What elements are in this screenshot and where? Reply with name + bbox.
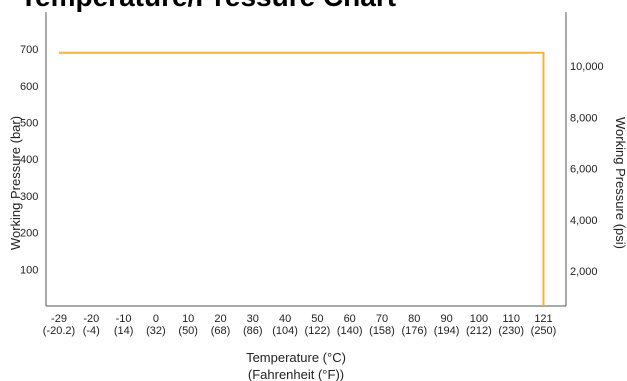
x-tick-label-fahrenheit: (104) — [272, 325, 298, 337]
x-axis-label-fahrenheit: (Fahrenheit (°F)) — [248, 367, 344, 381]
x-axis-label: Temperature (°C) — [246, 350, 346, 365]
series-group — [59, 51, 545, 306]
x-tick-label-fahrenheit: (140) — [337, 325, 363, 337]
x-tick-label-celsius: 30 — [247, 313, 259, 325]
x-tick-label-celsius: 110 — [502, 313, 520, 325]
y-ticks-bar: 100 200 300 400 500 600 700 — [20, 44, 38, 276]
x-tick-label-celsius: 60 — [344, 313, 356, 325]
x-tick-label-fahrenheit: (230) — [498, 325, 524, 337]
chart-title: Temperature/Pressure Chart — [20, 0, 396, 12]
y-tick-label-psi: 6,000 — [570, 164, 598, 176]
x-tick-label-fahrenheit: (68) — [211, 325, 231, 337]
y-tick-label-bar: 300 — [20, 191, 38, 203]
y-tick-label-bar: 700 — [20, 44, 38, 56]
y-tick-label-psi: 2,000 — [570, 266, 598, 278]
x-tick-label-fahrenheit: (-4) — [83, 325, 100, 337]
x-tick-label-celsius: -29 — [51, 313, 67, 325]
x-tick-label-celsius: 50 — [311, 313, 323, 325]
y-tick-label-bar: 600 — [20, 81, 38, 93]
y-axis-label-bar: Working Pressure (bar) — [8, 116, 23, 250]
x-tick-label-celsius: 80 — [408, 313, 420, 325]
x-tick-label-fahrenheit: (158) — [369, 325, 395, 337]
x-tick-label-fahrenheit: (14) — [114, 325, 134, 337]
y-tick-label-bar: 200 — [20, 228, 38, 240]
x-tick-label-fahrenheit: (32) — [146, 325, 166, 337]
x-tick-label-celsius: 90 — [440, 313, 452, 325]
y-ticks-psi: 2,000 4,000 6,000 8,000 10,000 — [570, 61, 604, 278]
y-tick-label-bar: 400 — [20, 154, 38, 166]
x-tick-label-fahrenheit: (194) — [434, 325, 460, 337]
x-tick-label-fahrenheit: (86) — [243, 325, 263, 337]
x-tick-label-celsius: 121 — [534, 313, 552, 325]
y-tick-label-bar: 100 — [20, 264, 38, 276]
x-tick-label-celsius: 100 — [470, 313, 488, 325]
x-tick-label-celsius: 0 — [153, 313, 159, 325]
x-tick-label-fahrenheit: (-20.2) — [43, 325, 75, 337]
x-tick-label-fahrenheit: (250) — [531, 325, 557, 337]
y-tick-label-psi: 10,000 — [570, 61, 604, 73]
y-tick-label-psi: 4,000 — [570, 215, 598, 227]
y-axis-label-psi: Working Pressure (psi) — [613, 117, 627, 249]
x-tick-label-fahrenheit: (176) — [401, 325, 427, 337]
x-tick-label-celsius: 40 — [279, 313, 291, 325]
y-tick-label-bar: 500 — [20, 118, 38, 130]
series-line — [59, 51, 545, 306]
x-ticks: -29(-20.2) -20(-4) -10(14) 0(32) 10(50) 20(68… — [43, 313, 557, 337]
y-tick-label-psi: 8,000 — [570, 112, 598, 124]
x-tick-label-celsius: 70 — [376, 313, 388, 325]
x-tick-label-celsius: -10 — [116, 313, 132, 325]
x-tick-label-celsius: 20 — [214, 313, 226, 325]
x-tick-label-celsius: -20 — [83, 313, 99, 325]
x-tick-label-fahrenheit: (50) — [178, 325, 198, 337]
x-tick-label-fahrenheit: (122) — [305, 325, 331, 337]
x-tick-label-fahrenheit: (212) — [466, 325, 492, 337]
x-tick-label-celsius: 10 — [182, 313, 194, 325]
